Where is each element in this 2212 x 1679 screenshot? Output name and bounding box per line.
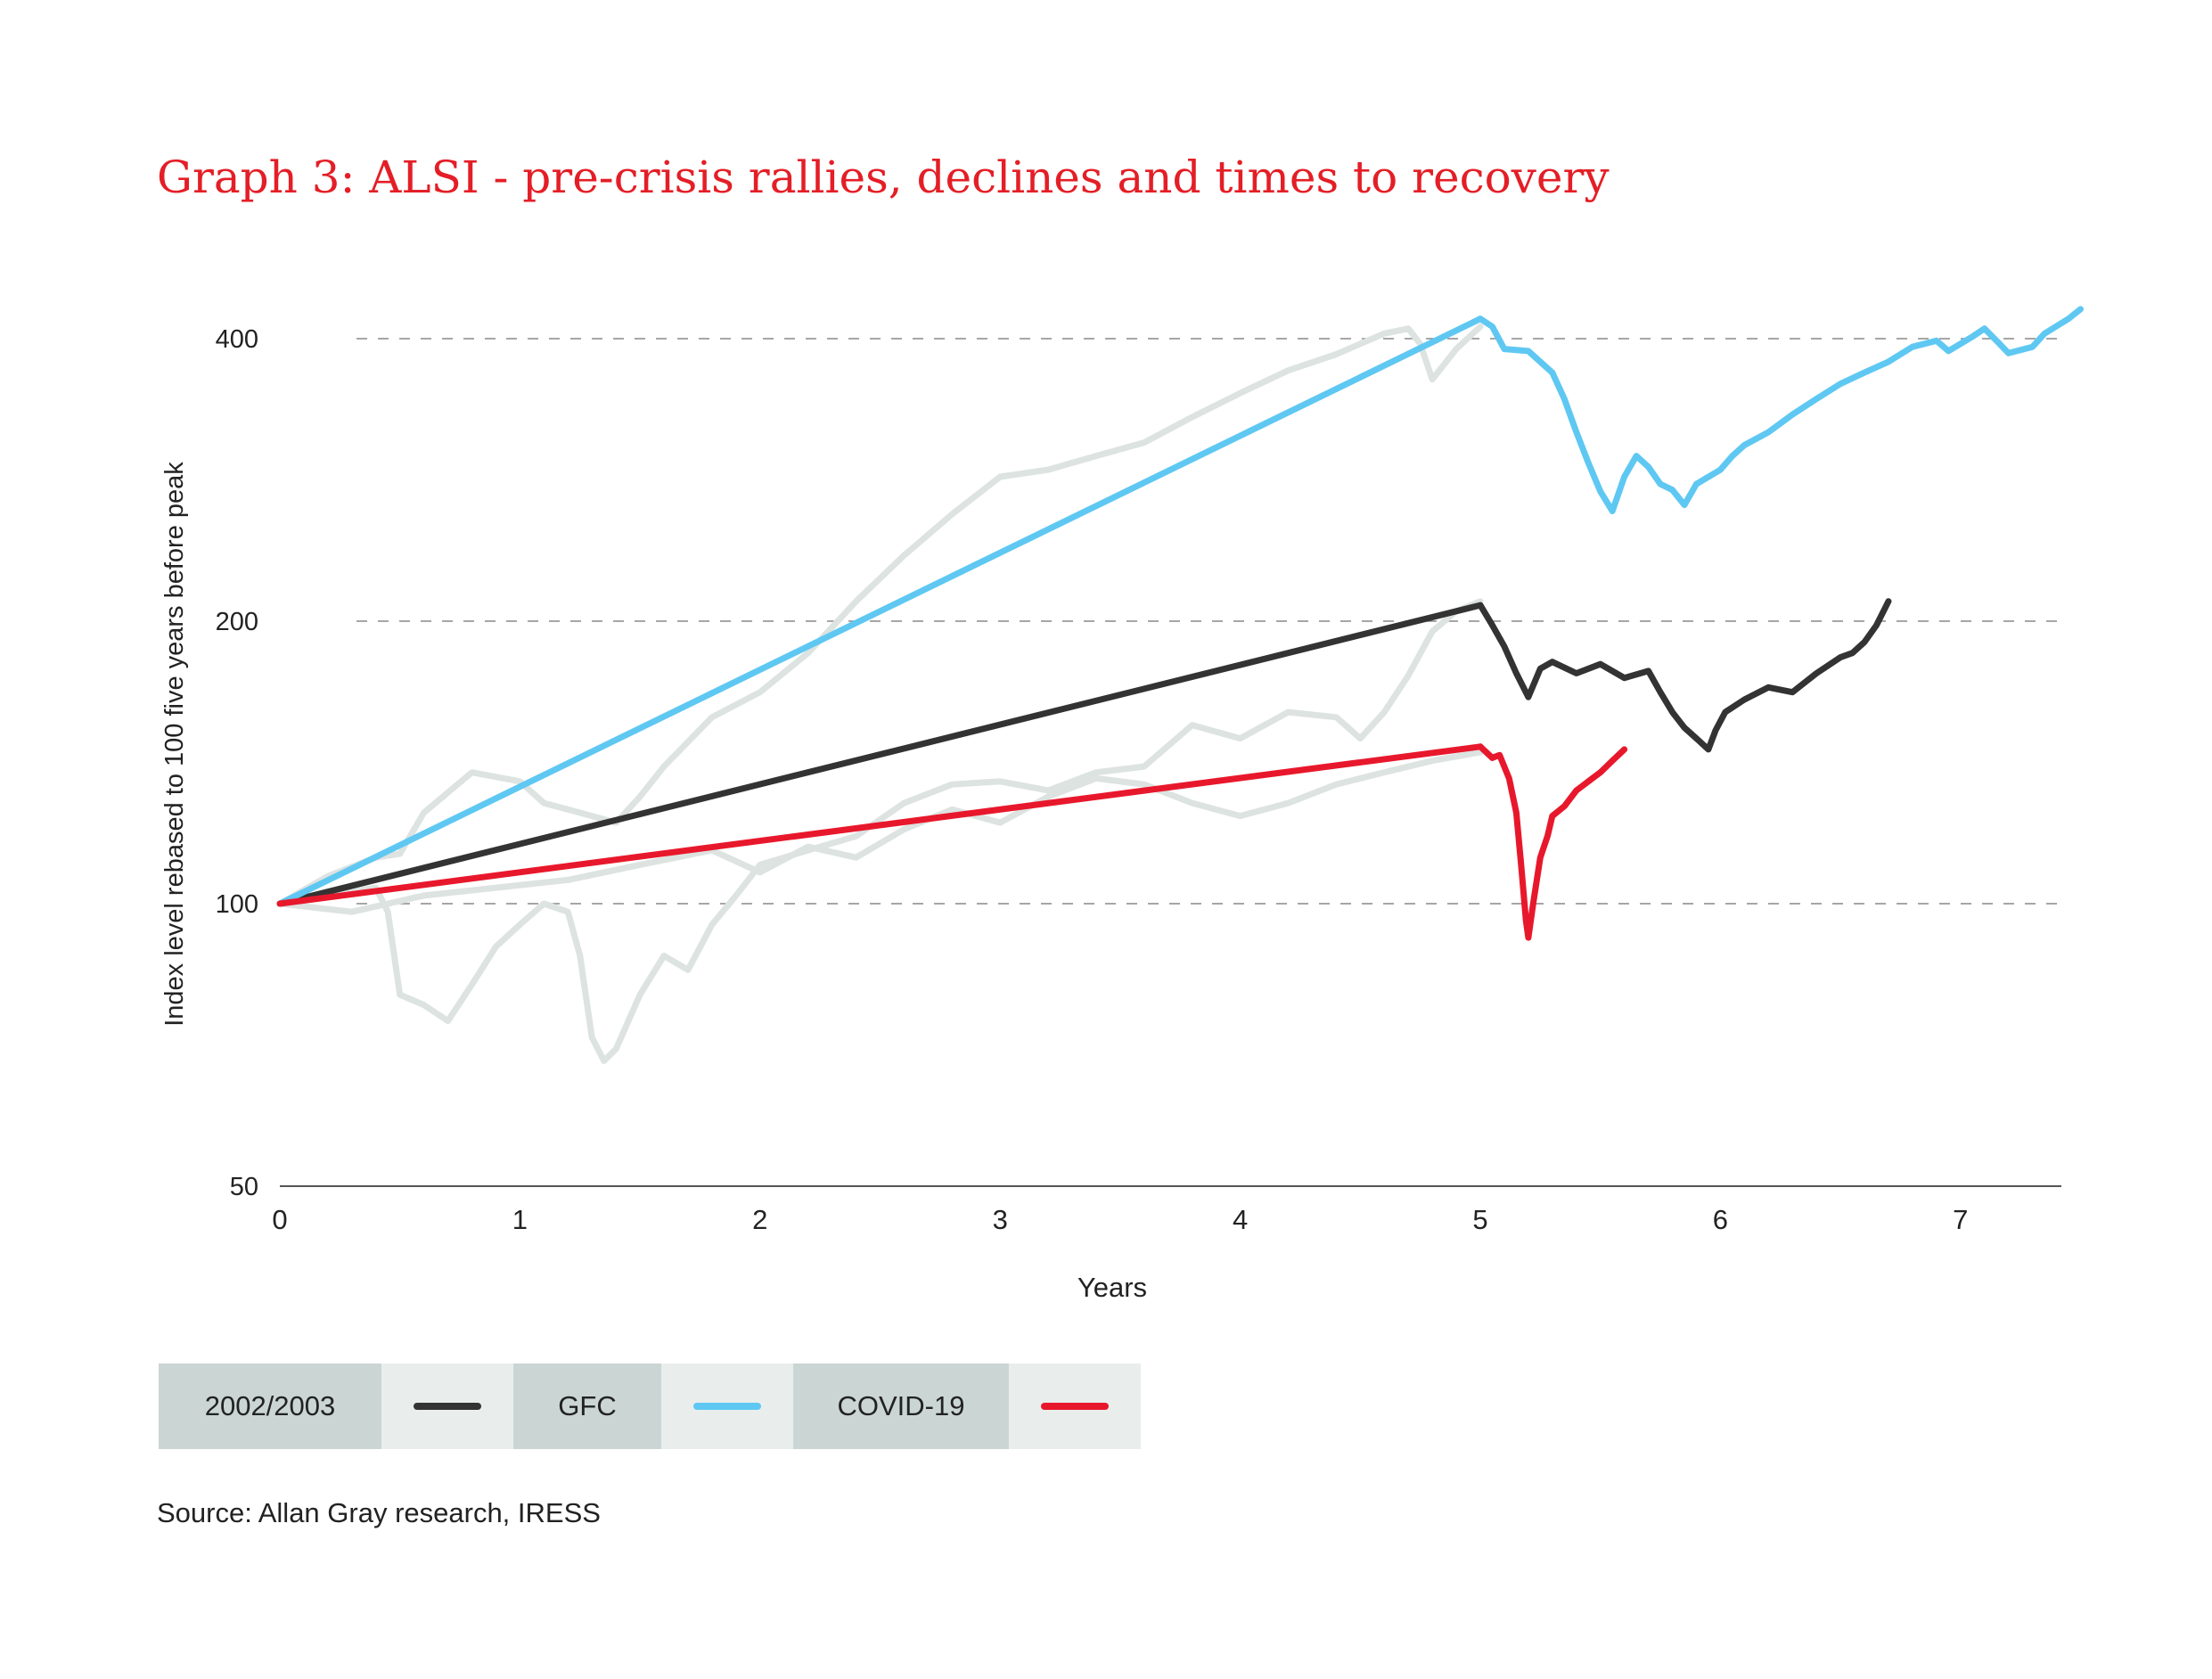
series-line-background-unnamed-7 [276, 598, 1484, 1064]
series-line-trend-gfc-2 [276, 315, 1484, 907]
series-line-crisis-gfc-3 [1477, 306, 2084, 514]
x-tick-label-3: 3 [993, 1204, 1008, 1235]
legend-label-covid-19: COVID-19 [793, 1364, 1009, 1449]
series-line-trend-covid-19-4 [276, 743, 1484, 907]
x-tick-label-7: 7 [1953, 1204, 1968, 1235]
x-tick-labels: 0 1 2 3 4 5 6 7 [272, 1204, 1968, 1235]
y-tick-label-50: 50 [230, 1173, 258, 1201]
series-line-crisis-2002-2003-1 [1477, 598, 1892, 753]
legend: 2002/2003 GFC COVID-19 [159, 1364, 1141, 1449]
series-line-crisis-covid-19-5 [1477, 743, 1628, 941]
x-tick-label-1: 1 [512, 1204, 528, 1235]
legend-swatch-covid-19 [1009, 1364, 1141, 1449]
source-note: Source: Allan Gray research, IRESS [157, 1497, 601, 1528]
legend-label-gfc: GFC [513, 1364, 661, 1449]
series-line-background-unnamed-6 [276, 324, 1484, 907]
x-tick-label-5: 5 [1472, 1204, 1487, 1235]
y-tick-label-100: 100 [216, 890, 258, 919]
gridlines [356, 338, 2061, 905]
y-tick-labels: 50 100 200 400 [216, 325, 258, 1201]
series-lines [276, 306, 2084, 1064]
legend-label-2002-2003: 2002/2003 [159, 1364, 381, 1449]
legend-swatch-2002-2003 [381, 1364, 513, 1449]
y-tick-label-400: 400 [216, 325, 258, 354]
chart-title: Graph 3: ALSI - pre-crisis rallies, decl… [157, 152, 1610, 203]
x-tick-label-2: 2 [752, 1204, 767, 1235]
x-tick-label-0: 0 [272, 1204, 287, 1235]
series-line-trend-2002-2003-0 [276, 602, 1484, 907]
y-tick-label-200: 200 [216, 608, 258, 636]
y-axis-label: Index level rebased to 100 five years be… [160, 462, 189, 1027]
x-axis-label: Years [1077, 1272, 1147, 1303]
x-tick-label-6: 6 [1713, 1204, 1728, 1235]
x-tick-label-4: 4 [1233, 1204, 1248, 1235]
legend-swatch-gfc [661, 1364, 793, 1449]
series-line-background-unnamed-8 [276, 749, 1484, 915]
